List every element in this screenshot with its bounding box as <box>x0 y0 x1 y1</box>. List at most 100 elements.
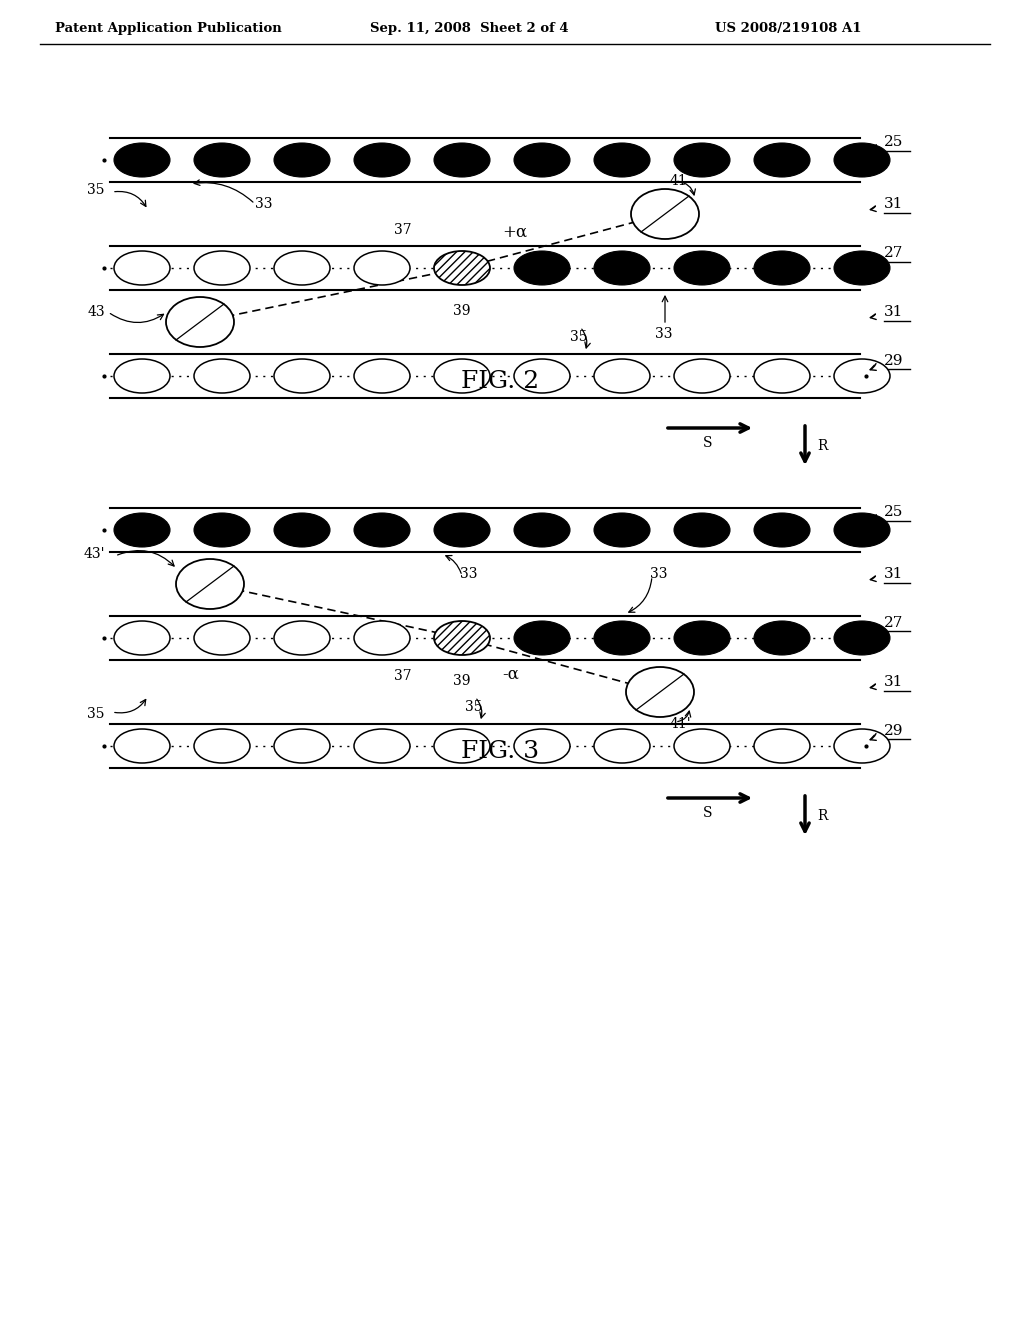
Text: 25: 25 <box>884 506 903 519</box>
Text: US 2008/219108 A1: US 2008/219108 A1 <box>715 22 861 36</box>
Ellipse shape <box>434 620 490 655</box>
Text: 43': 43' <box>84 546 105 561</box>
Text: 33: 33 <box>650 568 668 581</box>
Ellipse shape <box>594 143 650 177</box>
Text: 29: 29 <box>884 723 903 738</box>
Text: Patent Application Publication: Patent Application Publication <box>55 22 282 36</box>
Text: 41: 41 <box>670 174 688 187</box>
Text: 41': 41' <box>670 717 691 731</box>
Ellipse shape <box>834 359 890 393</box>
Text: R: R <box>817 809 827 822</box>
Ellipse shape <box>114 729 170 763</box>
Ellipse shape <box>834 729 890 763</box>
Ellipse shape <box>354 513 410 546</box>
Text: 31: 31 <box>884 568 903 581</box>
Text: 39: 39 <box>454 675 471 688</box>
Text: 33: 33 <box>255 197 272 211</box>
Ellipse shape <box>594 729 650 763</box>
Text: 33: 33 <box>460 568 477 581</box>
Text: 35: 35 <box>87 708 105 721</box>
Ellipse shape <box>274 513 330 546</box>
Text: 37: 37 <box>394 223 412 238</box>
Ellipse shape <box>514 359 570 393</box>
Ellipse shape <box>114 251 170 285</box>
Ellipse shape <box>114 359 170 393</box>
Ellipse shape <box>354 143 410 177</box>
Ellipse shape <box>754 513 810 546</box>
Text: 43: 43 <box>87 305 105 319</box>
Ellipse shape <box>674 729 730 763</box>
Ellipse shape <box>434 251 490 285</box>
Text: 27: 27 <box>884 246 903 260</box>
Text: 39: 39 <box>454 304 471 318</box>
Text: 35: 35 <box>465 700 482 714</box>
Ellipse shape <box>274 251 330 285</box>
Text: Sep. 11, 2008  Sheet 2 of 4: Sep. 11, 2008 Sheet 2 of 4 <box>370 22 568 36</box>
Ellipse shape <box>194 143 250 177</box>
Ellipse shape <box>754 143 810 177</box>
Ellipse shape <box>834 143 890 177</box>
Text: 25: 25 <box>884 135 903 149</box>
Ellipse shape <box>754 359 810 393</box>
Ellipse shape <box>194 620 250 655</box>
Ellipse shape <box>354 729 410 763</box>
Ellipse shape <box>166 297 234 347</box>
Ellipse shape <box>594 359 650 393</box>
Text: -α: -α <box>502 665 519 682</box>
Ellipse shape <box>834 251 890 285</box>
Ellipse shape <box>274 359 330 393</box>
Ellipse shape <box>434 729 490 763</box>
Ellipse shape <box>754 251 810 285</box>
Ellipse shape <box>754 620 810 655</box>
Text: +α: +α <box>502 223 527 240</box>
Text: S: S <box>703 807 713 820</box>
Ellipse shape <box>631 189 699 239</box>
Ellipse shape <box>514 143 570 177</box>
Ellipse shape <box>114 513 170 546</box>
Ellipse shape <box>594 251 650 285</box>
Ellipse shape <box>514 729 570 763</box>
Ellipse shape <box>354 251 410 285</box>
Text: 31: 31 <box>884 197 903 211</box>
Text: 27: 27 <box>884 616 903 630</box>
Ellipse shape <box>274 143 330 177</box>
Ellipse shape <box>834 513 890 546</box>
Ellipse shape <box>194 513 250 546</box>
Ellipse shape <box>194 359 250 393</box>
Ellipse shape <box>274 620 330 655</box>
Ellipse shape <box>834 620 890 655</box>
Ellipse shape <box>674 359 730 393</box>
Ellipse shape <box>674 513 730 546</box>
Ellipse shape <box>434 143 490 177</box>
Ellipse shape <box>514 620 570 655</box>
Ellipse shape <box>754 729 810 763</box>
Ellipse shape <box>514 251 570 285</box>
Ellipse shape <box>674 143 730 177</box>
Ellipse shape <box>674 251 730 285</box>
Ellipse shape <box>434 359 490 393</box>
Text: R: R <box>817 440 827 453</box>
Text: 35: 35 <box>87 183 105 197</box>
Ellipse shape <box>274 729 330 763</box>
Ellipse shape <box>176 558 244 609</box>
Text: S: S <box>703 436 713 450</box>
Text: FIG. 2: FIG. 2 <box>461 370 539 393</box>
Text: 29: 29 <box>884 354 903 368</box>
Ellipse shape <box>194 251 250 285</box>
Ellipse shape <box>626 667 694 717</box>
Text: 37: 37 <box>394 669 412 682</box>
Ellipse shape <box>674 620 730 655</box>
Text: 35: 35 <box>570 330 588 345</box>
Ellipse shape <box>514 513 570 546</box>
Ellipse shape <box>594 620 650 655</box>
Ellipse shape <box>114 620 170 655</box>
Ellipse shape <box>194 729 250 763</box>
Text: 31: 31 <box>884 305 903 319</box>
Ellipse shape <box>594 513 650 546</box>
Text: 31: 31 <box>884 675 903 689</box>
Ellipse shape <box>114 143 170 177</box>
Text: FIG. 3: FIG. 3 <box>461 741 539 763</box>
Ellipse shape <box>434 513 490 546</box>
Ellipse shape <box>354 359 410 393</box>
Ellipse shape <box>354 620 410 655</box>
